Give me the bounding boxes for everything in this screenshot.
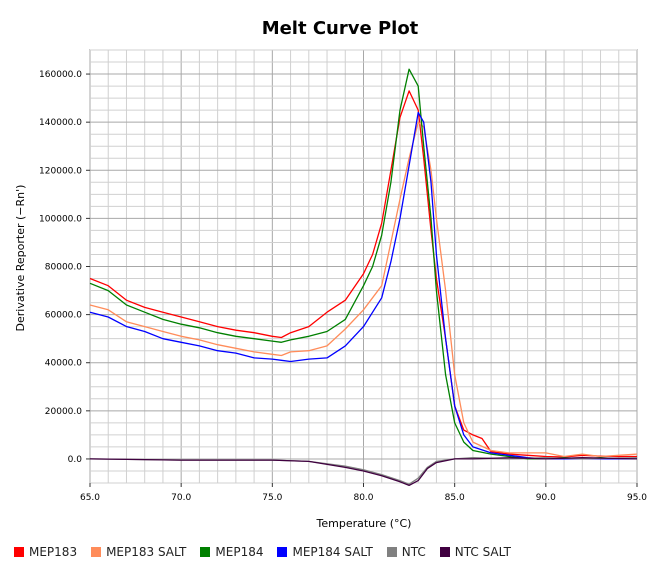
legend-item[interactable]: NTC SALT bbox=[439, 545, 511, 559]
y-tick-label: 100000.0 bbox=[39, 214, 82, 224]
x-tick-label: 85.0 bbox=[445, 493, 465, 503]
legend-item[interactable]: MEP184 bbox=[200, 545, 263, 559]
legend-item[interactable]: MEP184 SALT bbox=[277, 545, 373, 559]
legend-label: MEP184 SALT bbox=[292, 545, 373, 559]
y-tick-label: 160000.0 bbox=[39, 70, 82, 80]
y-tick-label: 40000.0 bbox=[45, 359, 82, 369]
series-lines bbox=[89, 68, 638, 487]
series-line-ntc-salt bbox=[89, 457, 638, 487]
x-tick-label: 65.0 bbox=[80, 493, 100, 503]
y-tick-label: 0.0 bbox=[68, 455, 83, 465]
x-tick-label: 90.0 bbox=[536, 493, 556, 503]
melt-curve-chart: Melt Curve Plot 65.0 70.0 75.0 80.0 85.0 90.0… bbox=[14, 18, 647, 530]
legend-label: NTC bbox=[401, 545, 426, 559]
x-tick-label: 80.0 bbox=[353, 493, 373, 503]
x-tick-label: 70.0 bbox=[171, 493, 191, 503]
legend-swatch bbox=[439, 547, 450, 557]
y-tick-label: 20000.0 bbox=[45, 407, 82, 417]
x-axis-label: Temperature (°C) bbox=[316, 517, 412, 530]
legend-item[interactable]: MEP183 SALT bbox=[91, 545, 186, 559]
legend: MEP183 MEP183 SALT MEP184 MEP184 SALT NTC NTC… bbox=[14, 545, 525, 559]
legend-label: MEP183 SALT bbox=[106, 545, 187, 559]
legend-item[interactable]: NTC bbox=[386, 545, 426, 559]
legend-swatch bbox=[386, 547, 397, 557]
x-tick-label: 95.0 bbox=[627, 493, 647, 503]
legend-item[interactable]: MEP183 bbox=[14, 545, 77, 559]
y-axis-ticks: 0.0 20000.0 40000.0 60000.0 80000.0 100000.0 1… bbox=[39, 70, 90, 465]
y-tick-label: 120000.0 bbox=[39, 166, 82, 176]
legend-swatch bbox=[91, 547, 102, 557]
chart-title: Melt Curve Plot bbox=[262, 18, 419, 39]
y-tick-label: 80000.0 bbox=[45, 263, 82, 273]
x-axis-ticks: 65.0 70.0 75.0 80.0 85.0 90.0 95.0 bbox=[80, 483, 647, 503]
legend-label: MEP183 bbox=[29, 545, 78, 559]
legend-label: NTC SALT bbox=[454, 545, 511, 559]
y-tick-label: 140000.0 bbox=[39, 118, 82, 128]
legend-swatch bbox=[14, 547, 24, 557]
legend-swatch bbox=[277, 547, 288, 557]
legend-swatch bbox=[200, 547, 211, 557]
series-line-mep184-salt bbox=[89, 111, 637, 460]
legend-label: MEP184 bbox=[215, 545, 264, 559]
x-tick-label: 75.0 bbox=[262, 493, 282, 503]
y-tick-label: 60000.0 bbox=[45, 311, 82, 321]
series-line-mep183-salt bbox=[89, 121, 638, 458]
y-axis-label: Derivative Reporter (−Rn') bbox=[14, 185, 27, 332]
